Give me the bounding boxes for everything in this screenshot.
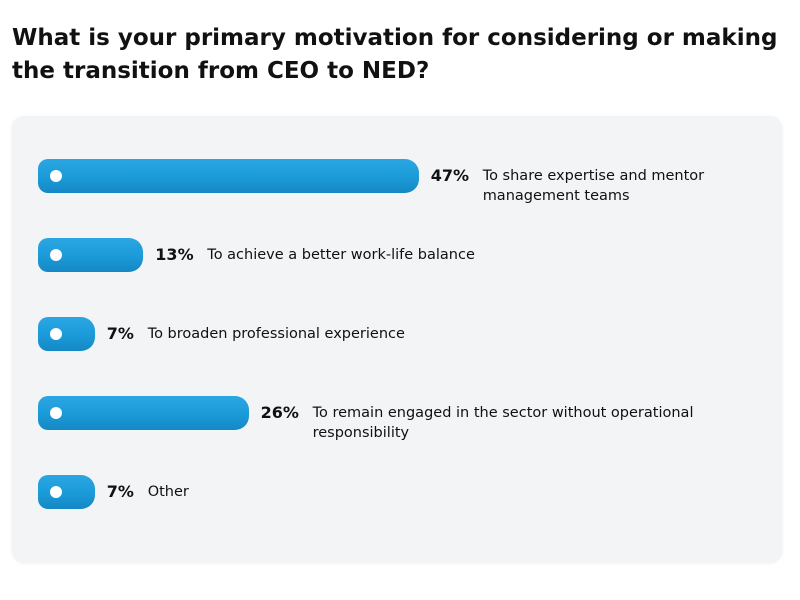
category-label: To achieve a better work-life balance bbox=[207, 247, 475, 263]
bar-dot bbox=[50, 249, 62, 261]
value-label: 13% bbox=[155, 245, 194, 264]
value-label: 26% bbox=[260, 403, 299, 422]
chart-title: What is your primary motivation for cons… bbox=[12, 25, 778, 84]
category-label: To share expertise and mentor management… bbox=[482, 168, 705, 204]
chart-card: 47% To share expertise and mentor managem… bbox=[12, 116, 782, 562]
category-label: To remain engaged in the sector without … bbox=[312, 405, 694, 441]
value-label: 7% bbox=[106, 324, 134, 343]
bar bbox=[38, 475, 95, 509]
bar bbox=[38, 159, 419, 193]
bar bbox=[38, 396, 249, 430]
value-label: 47% bbox=[430, 166, 469, 185]
bar-dot bbox=[50, 486, 62, 498]
bar-dot bbox=[50, 170, 62, 182]
value-label: 7% bbox=[106, 482, 134, 501]
category-label: To broaden professional experience bbox=[147, 326, 405, 342]
bar-dot bbox=[50, 407, 62, 419]
category-label: Other bbox=[147, 484, 189, 500]
bar bbox=[38, 317, 95, 351]
bar bbox=[38, 238, 144, 272]
bar-dot bbox=[50, 328, 62, 340]
